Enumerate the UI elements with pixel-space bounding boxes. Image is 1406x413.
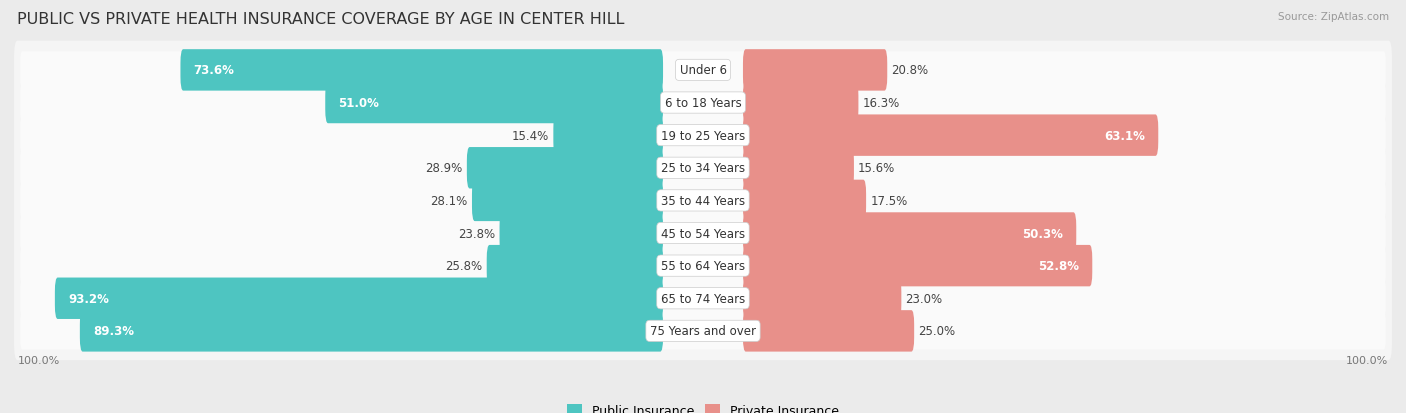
FancyBboxPatch shape: [20, 280, 1386, 317]
FancyBboxPatch shape: [499, 213, 664, 254]
Text: 28.9%: 28.9%: [426, 162, 463, 175]
FancyBboxPatch shape: [20, 85, 1386, 122]
FancyBboxPatch shape: [742, 278, 901, 319]
Text: 25.0%: 25.0%: [918, 325, 956, 337]
FancyBboxPatch shape: [20, 313, 1386, 350]
FancyBboxPatch shape: [20, 247, 1386, 285]
FancyBboxPatch shape: [742, 213, 1076, 254]
Text: 65 to 74 Years: 65 to 74 Years: [661, 292, 745, 305]
Text: 55 to 64 Years: 55 to 64 Years: [661, 259, 745, 273]
FancyBboxPatch shape: [742, 245, 1092, 287]
FancyBboxPatch shape: [20, 182, 1386, 220]
Legend: Public Insurance, Private Insurance: Public Insurance, Private Insurance: [567, 404, 839, 413]
FancyBboxPatch shape: [472, 180, 664, 221]
Text: 52.8%: 52.8%: [1038, 259, 1080, 273]
Text: 51.0%: 51.0%: [339, 97, 380, 110]
Text: 25.8%: 25.8%: [446, 259, 482, 273]
Text: 89.3%: 89.3%: [93, 325, 134, 337]
FancyBboxPatch shape: [80, 311, 664, 352]
FancyBboxPatch shape: [180, 50, 664, 91]
Text: 100.0%: 100.0%: [1347, 355, 1389, 365]
Text: 23.0%: 23.0%: [905, 292, 942, 305]
Text: 16.3%: 16.3%: [862, 97, 900, 110]
Text: Source: ZipAtlas.com: Source: ZipAtlas.com: [1278, 12, 1389, 22]
Text: 75 Years and over: 75 Years and over: [650, 325, 756, 337]
Text: 23.8%: 23.8%: [458, 227, 495, 240]
FancyBboxPatch shape: [742, 311, 914, 352]
Text: 15.6%: 15.6%: [858, 162, 896, 175]
FancyBboxPatch shape: [742, 148, 853, 189]
Text: PUBLIC VS PRIVATE HEALTH INSURANCE COVERAGE BY AGE IN CENTER HILL: PUBLIC VS PRIVATE HEALTH INSURANCE COVER…: [17, 12, 624, 27]
Text: 100.0%: 100.0%: [17, 355, 59, 365]
FancyBboxPatch shape: [20, 117, 1386, 154]
FancyBboxPatch shape: [486, 245, 664, 287]
FancyBboxPatch shape: [14, 139, 1392, 197]
Text: 28.1%: 28.1%: [430, 195, 468, 207]
Text: 73.6%: 73.6%: [194, 64, 235, 77]
Text: 35 to 44 Years: 35 to 44 Years: [661, 195, 745, 207]
Text: 50.3%: 50.3%: [1022, 227, 1063, 240]
Text: Under 6: Under 6: [679, 64, 727, 77]
Text: 93.2%: 93.2%: [67, 292, 108, 305]
FancyBboxPatch shape: [742, 83, 859, 124]
Text: 19 to 25 Years: 19 to 25 Years: [661, 129, 745, 142]
FancyBboxPatch shape: [554, 115, 664, 157]
Text: 25 to 34 Years: 25 to 34 Years: [661, 162, 745, 175]
FancyBboxPatch shape: [55, 278, 664, 319]
FancyBboxPatch shape: [14, 42, 1392, 100]
FancyBboxPatch shape: [14, 302, 1392, 360]
FancyBboxPatch shape: [20, 150, 1386, 187]
FancyBboxPatch shape: [20, 52, 1386, 89]
FancyBboxPatch shape: [20, 215, 1386, 252]
Text: 20.8%: 20.8%: [891, 64, 928, 77]
FancyBboxPatch shape: [14, 107, 1392, 165]
FancyBboxPatch shape: [742, 50, 887, 91]
Text: 17.5%: 17.5%: [870, 195, 907, 207]
FancyBboxPatch shape: [14, 237, 1392, 295]
FancyBboxPatch shape: [14, 204, 1392, 263]
Text: 15.4%: 15.4%: [512, 129, 550, 142]
FancyBboxPatch shape: [14, 74, 1392, 133]
FancyBboxPatch shape: [325, 83, 664, 124]
Text: 6 to 18 Years: 6 to 18 Years: [665, 97, 741, 110]
Text: 63.1%: 63.1%: [1104, 129, 1144, 142]
FancyBboxPatch shape: [742, 115, 1159, 157]
FancyBboxPatch shape: [742, 180, 866, 221]
FancyBboxPatch shape: [14, 172, 1392, 230]
Text: 45 to 54 Years: 45 to 54 Years: [661, 227, 745, 240]
FancyBboxPatch shape: [467, 148, 664, 189]
FancyBboxPatch shape: [14, 269, 1392, 328]
